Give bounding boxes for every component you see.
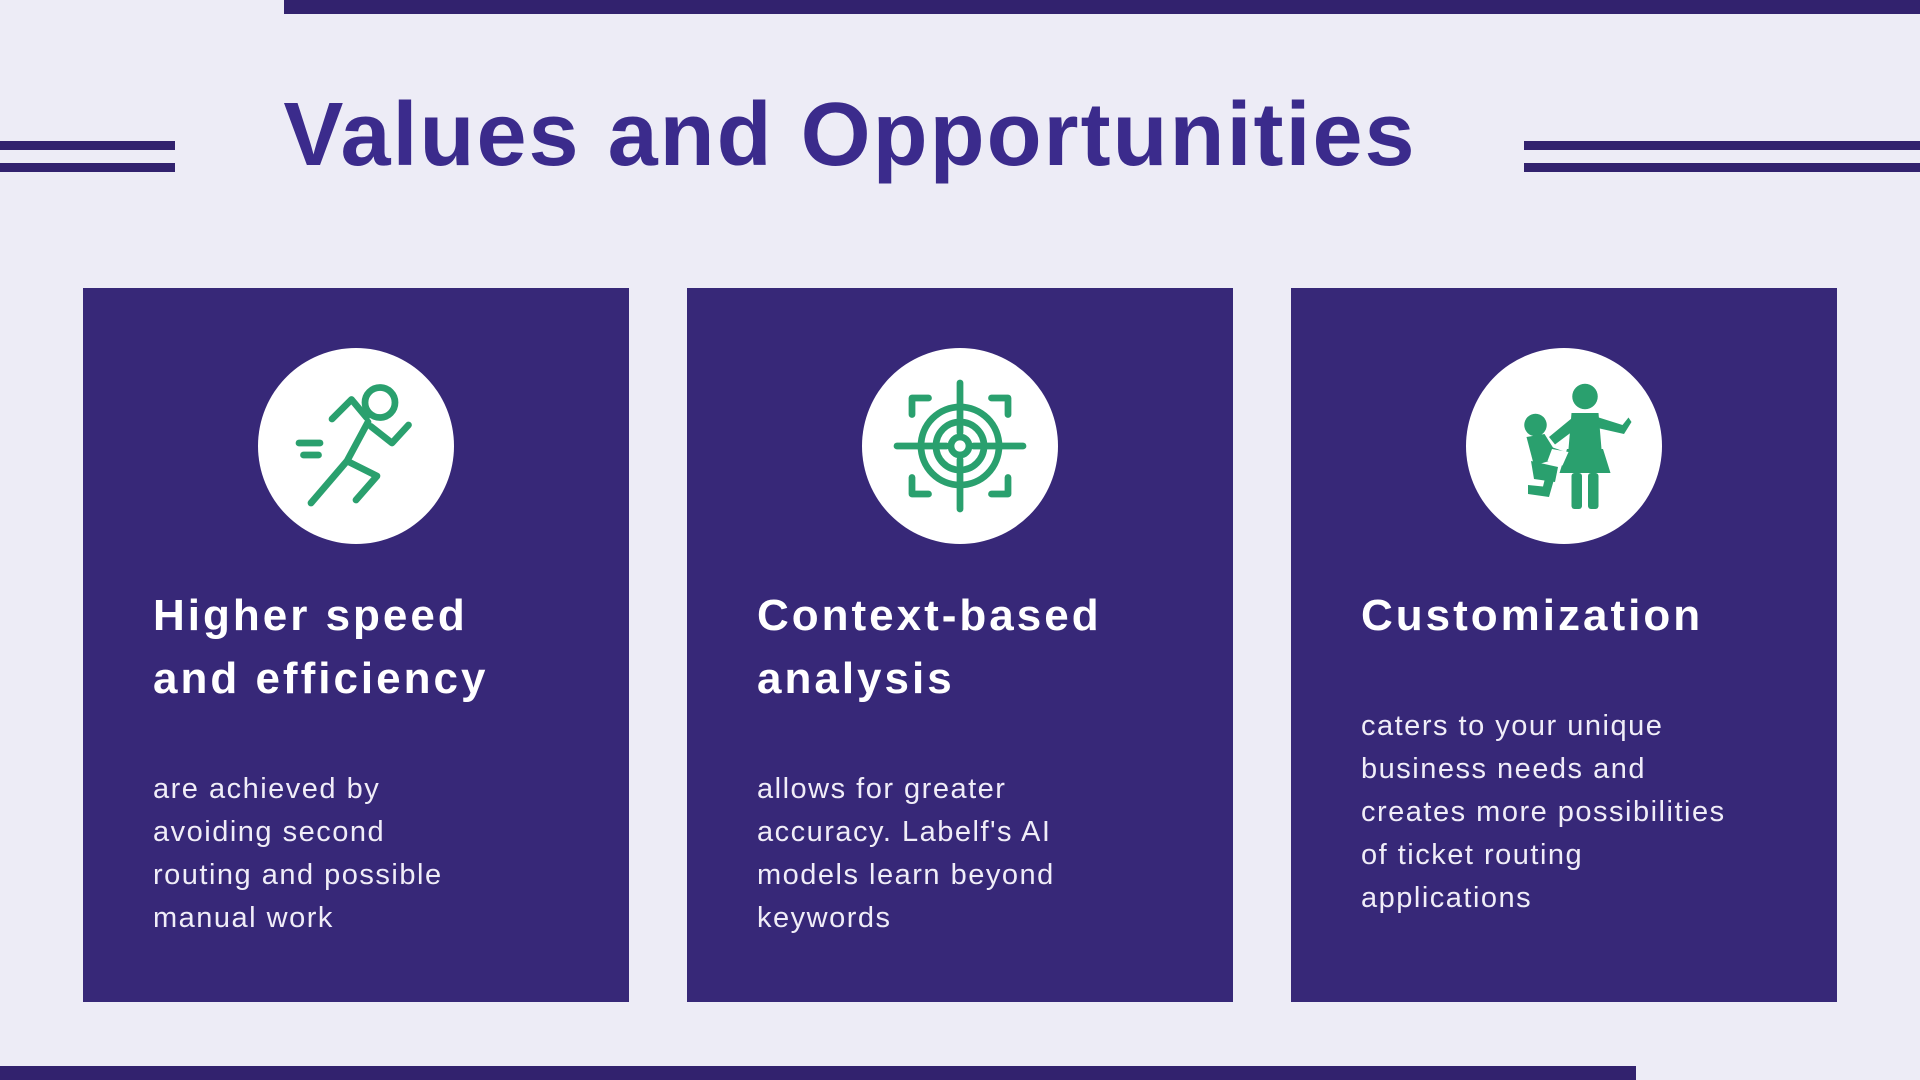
title-left-rule-top [0, 141, 175, 150]
card-body: allows for greater accuracy. Labelf's AI… [757, 773, 1055, 934]
runner-icon [295, 384, 412, 507]
title-right-rule-bottom [1524, 163, 1920, 172]
card-heading: Context-based analysis [757, 591, 1102, 703]
card-customization: Customization caters to your unique busi… [1291, 288, 1837, 1002]
bottom-accent-bar [0, 1066, 1636, 1080]
cards-row: Higher speed and efficiency are achieved… [83, 288, 1837, 1002]
tailoring-people-icon [1524, 383, 1632, 509]
card-body: caters to your unique business needs and… [1361, 710, 1726, 914]
title-left-rule-bottom [0, 163, 175, 172]
card-heading: Higher speed and efficiency [153, 591, 489, 703]
card-heading: Customization [1361, 591, 1704, 640]
top-accent-bar [284, 0, 1920, 14]
title-right-rule-top [1524, 141, 1920, 150]
icon-circle [1466, 348, 1662, 544]
card-higher-speed: Higher speed and efficiency are achieved… [83, 288, 629, 1002]
icon-circle [862, 348, 1058, 544]
page-title: Values and Opportunities [283, 85, 1417, 185]
icon-circle [258, 348, 454, 544]
card-context-analysis: Context-based analysis allows for greate… [687, 288, 1233, 1002]
card-body: are achieved by avoiding second routing … [153, 773, 443, 934]
target-icon [893, 379, 1027, 513]
